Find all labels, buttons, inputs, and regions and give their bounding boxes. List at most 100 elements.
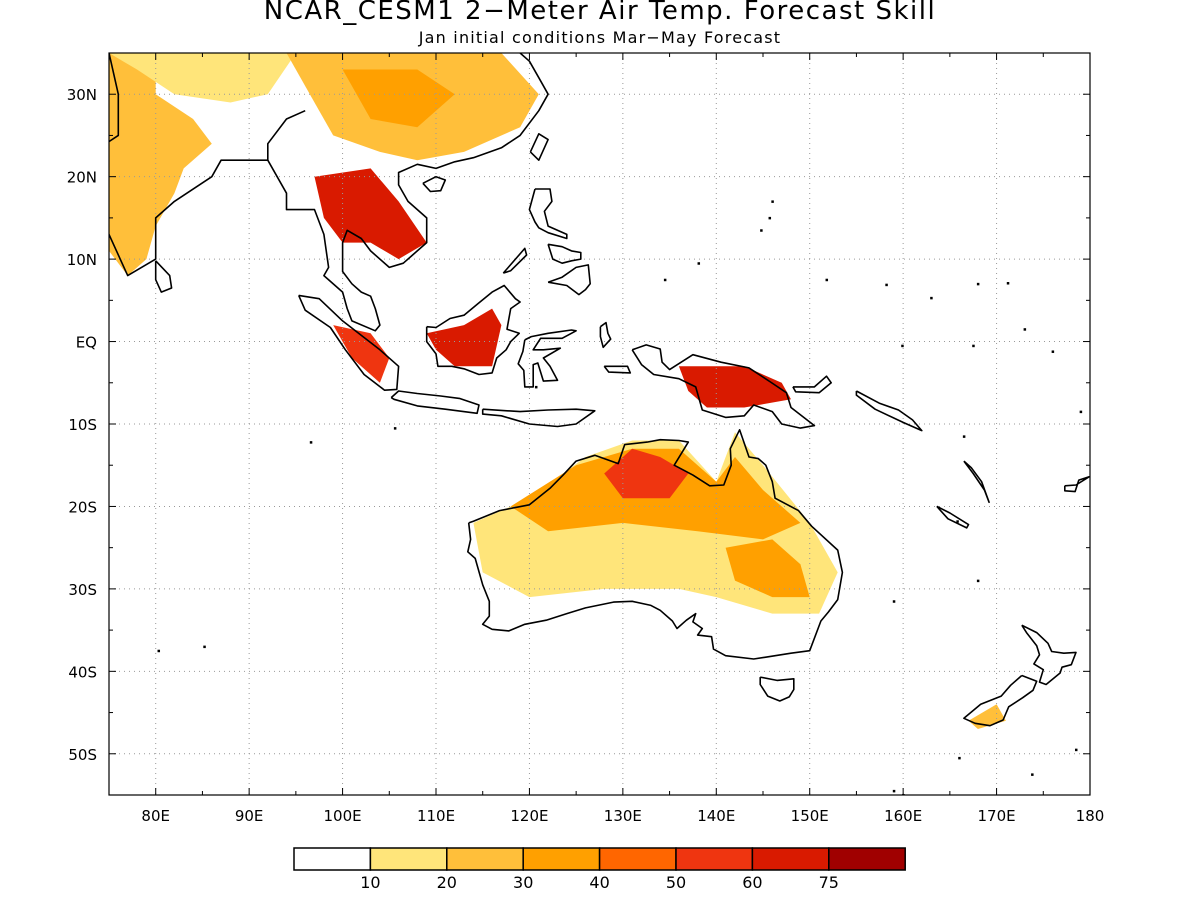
colorbar-swatch	[446, 847, 524, 871]
island-dot	[972, 344, 975, 348]
island-dot	[892, 789, 896, 793]
colorbar-swatch	[522, 847, 601, 871]
colorbar-label: 50	[666, 873, 686, 892]
latitude-ticks: 30N 20N 10N EQ 10S 20S 30S 40S 50S	[67, 52, 1090, 796]
lat-tick-label: 10N	[67, 251, 97, 269]
colorbar-label: 30	[513, 873, 533, 892]
colorbar-label: 40	[589, 873, 609, 892]
skill-region-india	[109, 53, 212, 276]
colorbar-swatch	[293, 847, 372, 871]
lat-tick-label: 40S	[68, 663, 97, 681]
colorbar-label: 60	[742, 873, 762, 892]
island-dot	[393, 427, 397, 430]
coastline-sulawesi	[517, 329, 577, 388]
lat-tick-label: 50S	[68, 746, 97, 764]
skill-shading	[109, 53, 1006, 729]
lat-tick-label: 20N	[67, 169, 97, 187]
island-dot	[309, 441, 313, 444]
skill-region-top-end	[604, 448, 689, 499]
lon-tick-label: 130E	[604, 807, 642, 825]
island-dot	[771, 200, 774, 203]
coastline-fiji	[1064, 475, 1090, 493]
coastline-new-caledonia	[936, 505, 970, 529]
island-dot	[1051, 350, 1055, 353]
coastline-halmahera	[599, 321, 612, 349]
colorbar-swatch	[675, 847, 754, 871]
island-dot	[892, 600, 896, 603]
skill-region-indochina	[314, 168, 427, 260]
island-dot	[1006, 282, 1010, 285]
coastline-tasmania	[759, 676, 795, 702]
island-dot	[930, 296, 933, 300]
coastline-new-britain	[792, 375, 833, 394]
island-dot	[976, 282, 980, 286]
island-dot	[157, 649, 161, 653]
lat-tick-label: 20S	[68, 498, 97, 516]
coastline-seram	[603, 365, 632, 374]
island-dot	[768, 216, 772, 220]
map-subtitle: Jan initial conditions Mar−May Forecast	[418, 28, 782, 47]
coastline-lesser-sunda	[481, 408, 596, 428]
coastline-palawan	[502, 247, 528, 274]
lon-tick-label: 140E	[697, 807, 735, 825]
coastline-se-asia-coast	[267, 53, 549, 332]
coastline-philippines-visayas	[547, 243, 582, 265]
coastline-hainan	[422, 175, 447, 193]
skill-region-e-australia	[725, 539, 810, 598]
skill-region-china-warm	[342, 69, 455, 128]
lon-tick-label: 80E	[141, 807, 170, 825]
lat-tick-label: EQ	[76, 334, 97, 352]
map-title: NCAR_CESM1 2−Meter Air Temp. Forecast Sk…	[263, 0, 937, 26]
island-dot	[1031, 773, 1034, 776]
coastline-mindanao	[547, 264, 592, 296]
lon-tick-label: 150E	[791, 807, 829, 825]
graticule	[109, 53, 1090, 795]
coastline-taiwan	[529, 133, 549, 161]
coastline-nz-south-island	[963, 674, 1038, 727]
lon-tick-label: 170E	[978, 807, 1016, 825]
island-dot	[956, 520, 959, 523]
lat-tick-label: 30N	[67, 86, 97, 104]
coastline-new-guinea	[631, 344, 816, 429]
lon-tick-label: 160E	[884, 807, 922, 825]
island-dot	[962, 435, 966, 438]
colorbar-swatch	[828, 847, 906, 871]
lon-tick-label: 110E	[417, 807, 455, 825]
coastline-nz-north-island	[1021, 624, 1077, 686]
island-dot	[901, 344, 904, 348]
island-dot	[976, 579, 980, 583]
coastline-australia	[466, 428, 844, 660]
coastline-philippines-luzon	[528, 188, 568, 240]
coastline-india	[109, 53, 306, 277]
island-dot	[958, 756, 961, 760]
lon-tick-label: 180	[1076, 807, 1105, 825]
coastline-java	[390, 390, 480, 415]
island-dot	[885, 283, 888, 287]
longitude-ticks: 80E 90E 100E 110E 120E 130E 140E 150E 160E 170E 18…	[108, 53, 1105, 825]
coastline-borneo	[425, 284, 521, 376]
lat-tick-label: 30S	[68, 581, 97, 599]
lon-tick-label: 120E	[510, 807, 548, 825]
coastlines	[109, 53, 1090, 795]
coastline-vanuatu	[963, 460, 990, 504]
island-dot	[697, 262, 701, 265]
island-dot	[203, 645, 206, 649]
island-dot	[1079, 410, 1083, 414]
coastline-solomons	[855, 390, 923, 432]
island-dot	[534, 385, 538, 389]
colorbar-label: 10	[360, 873, 380, 892]
island-dot	[825, 278, 829, 282]
island-dot	[760, 229, 763, 232]
lon-tick-label: 90E	[235, 807, 264, 825]
skill-region-borneo	[426, 308, 502, 367]
island-dot	[663, 278, 667, 282]
skill-region-himalaya-tibet	[109, 53, 296, 103]
island-dot	[1023, 328, 1027, 331]
colorbar-label: 75	[819, 873, 839, 892]
colorbar-swatch	[751, 847, 830, 871]
colorbar-label: 20	[437, 873, 457, 892]
island-dot	[1074, 748, 1078, 752]
lat-tick-label: 10S	[68, 416, 97, 434]
colorbar: 10 20 30 40 50 60 75	[293, 847, 906, 892]
